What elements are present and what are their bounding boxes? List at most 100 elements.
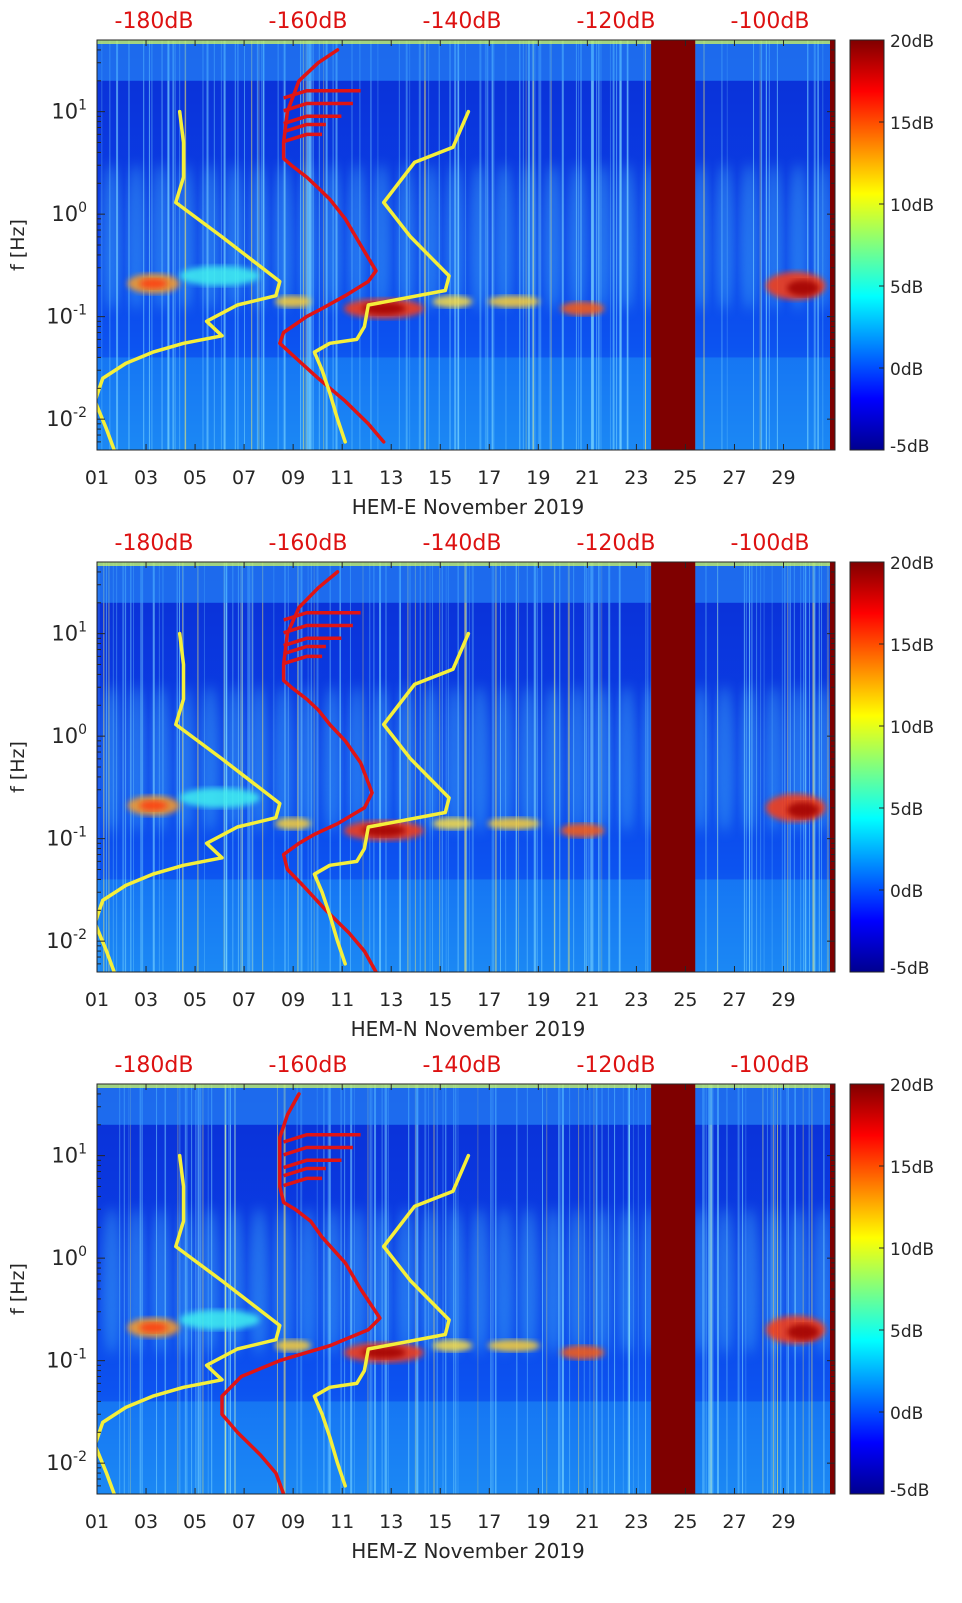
spectral-spike <box>807 40 809 450</box>
spectral-spike <box>203 562 205 972</box>
spectral-spike <box>367 1084 369 1494</box>
spectral-spike <box>455 1084 457 1494</box>
low-frequency-band <box>97 357 835 450</box>
diurnal-streak <box>469 163 490 311</box>
spectral-spike <box>591 562 594 972</box>
top-db-label: -100dB <box>731 9 810 34</box>
x-tick-label: 03 <box>134 989 158 1011</box>
spectral-spike <box>598 40 600 450</box>
energy-blob <box>275 295 312 308</box>
spectral-spike <box>751 562 753 972</box>
spectral-spike <box>223 562 225 972</box>
colorbar-tick-label: 5dB <box>890 1322 923 1342</box>
diurnal-streak <box>616 1207 637 1355</box>
spectral-spike <box>596 1084 598 1494</box>
spectral-spike <box>224 1084 226 1494</box>
spectral-spike <box>702 1084 704 1494</box>
diurnal-streak <box>714 1207 735 1355</box>
spectral-spike <box>379 562 382 972</box>
spectral-spike <box>282 40 284 450</box>
x-tick-label: 21 <box>575 467 599 489</box>
spectral-spike <box>538 40 540 450</box>
diurnal-streak <box>297 685 318 833</box>
spectral-spike <box>492 40 494 450</box>
spectral-spike <box>742 1084 744 1494</box>
colorbar-tick-label: 20dB <box>890 1076 934 1096</box>
spectral-spike <box>600 40 602 450</box>
spectral-spike <box>195 1084 197 1494</box>
top-db-label: -160dB <box>269 9 348 34</box>
spectral-spike <box>381 1084 383 1494</box>
x-tick-label: 13 <box>379 1511 403 1533</box>
psd-curve-branch <box>283 610 361 622</box>
spectral-spike <box>784 562 786 972</box>
spectral-spike <box>805 562 807 972</box>
spectral-spike <box>285 562 287 972</box>
spectral-spike <box>627 40 629 450</box>
spectral-spike <box>408 1084 410 1494</box>
x-tick-label: 29 <box>771 989 795 1011</box>
spectral-spike <box>527 40 530 450</box>
diurnal-streak <box>518 685 539 833</box>
spectral-spike <box>590 40 593 450</box>
spectral-spike <box>385 562 387 972</box>
energy-blob <box>560 301 605 316</box>
spectral-spike <box>251 562 253 972</box>
x-axis-label: HEM-E November 2019 <box>352 495 584 519</box>
spectral-spike <box>549 40 551 450</box>
x-tick-label: 07 <box>232 989 256 1011</box>
diurnal-streak <box>714 163 735 311</box>
diurnal-streak <box>567 685 588 833</box>
spectral-spike <box>225 1084 227 1494</box>
spectral-spike <box>559 562 561 972</box>
diurnal-streak <box>101 1207 122 1355</box>
spectral-spike <box>197 562 199 972</box>
spectral-spike <box>561 40 564 450</box>
spectral-spike <box>101 40 103 450</box>
spectral-spike <box>202 1084 204 1494</box>
diurnal-streak <box>812 1207 833 1355</box>
x-tick-label: 27 <box>722 1511 746 1533</box>
spectral-spike <box>432 562 434 972</box>
y-axis-label: f [Hz] <box>7 741 29 793</box>
spectral-spike <box>818 562 820 972</box>
diurnal-streak <box>469 685 490 833</box>
spectral-spike <box>588 562 590 972</box>
high-frequency-band <box>97 562 835 603</box>
spectral-spike <box>768 40 770 450</box>
spectral-spike <box>645 1084 647 1494</box>
spectral-spike <box>492 562 494 972</box>
spectral-spike <box>532 40 534 450</box>
spectral-spike <box>726 1084 728 1494</box>
spectral-spike <box>711 1084 713 1494</box>
x-tick-label: 15 <box>428 989 452 1011</box>
spectral-spike <box>787 1084 789 1494</box>
psd-curve-branch <box>283 1166 326 1178</box>
diurnal-streak <box>543 685 564 833</box>
spectral-spike <box>369 1084 372 1494</box>
spectral-spike <box>262 562 264 972</box>
spectral-spike <box>442 1084 444 1494</box>
spectral-spike <box>645 40 647 450</box>
diurnal-streak <box>739 163 760 311</box>
x-tick-label: 11 <box>330 467 354 489</box>
diurnal-streak <box>371 685 392 833</box>
diurnal-streak <box>248 1207 269 1355</box>
x-tick-label: 19 <box>526 989 550 1011</box>
y-tick-label: 10-1 <box>46 825 87 851</box>
spectral-spike <box>817 40 819 450</box>
spectral-spike <box>122 562 125 972</box>
data-gap-block <box>651 1084 696 1494</box>
spectral-spike <box>558 1084 560 1494</box>
spectral-spike <box>708 1084 711 1494</box>
spectral-spike <box>184 1084 186 1494</box>
diurnal-streak <box>395 1207 416 1355</box>
x-tick-label: 09 <box>281 1511 305 1533</box>
spectral-spike <box>183 562 185 972</box>
data-gap-block <box>651 40 696 450</box>
x-tick-label: 21 <box>575 989 599 1011</box>
psd-curve <box>220 1092 382 1494</box>
spectral-spike <box>540 40 542 450</box>
diurnal-streak <box>322 685 343 833</box>
diurnal-streak <box>224 163 245 311</box>
